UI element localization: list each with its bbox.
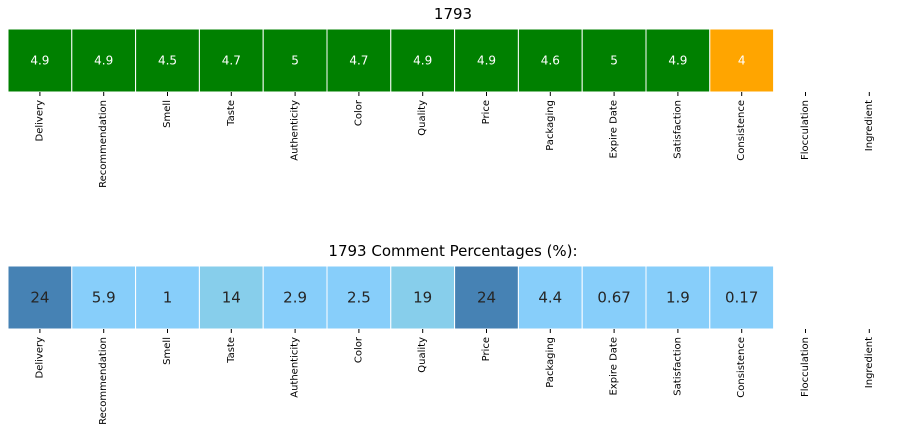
x-tick-label: Taste bbox=[226, 100, 237, 127]
cell-value-label: 4.7 bbox=[222, 54, 241, 68]
x-tick-label: Ingredient bbox=[864, 100, 875, 151]
cell-value-label: 2.5 bbox=[347, 289, 371, 307]
x-tick-label: Taste bbox=[226, 337, 237, 364]
x-tick-label: Authenticity bbox=[290, 337, 301, 398]
heatmap-cell bbox=[645, 265, 711, 330]
chart-2-title: 1793 Comment Percentages (%): bbox=[328, 242, 577, 260]
heatmap-cell bbox=[581, 265, 647, 330]
x-tick-label: Delivery bbox=[34, 337, 45, 379]
x-tick-label: Packaging bbox=[545, 100, 556, 151]
cell-value-label: 4.9 bbox=[413, 54, 432, 68]
heatmap-cell bbox=[709, 265, 775, 330]
cell-value-label: 4.9 bbox=[30, 54, 49, 68]
x-tick-label: Quality bbox=[417, 337, 428, 373]
x-tick-label: Satisfaction bbox=[672, 337, 683, 396]
chart-2-cells: 24 5.9 1 14 2.9 2.5 19 24 4.4 0.67 1.9 0.17 bbox=[7, 265, 775, 330]
x-tick-label: Consistence bbox=[736, 100, 747, 161]
chart-1-title: 1793 bbox=[434, 5, 472, 23]
cell-value-label: 2.9 bbox=[283, 289, 307, 307]
heatmap-cell bbox=[517, 265, 583, 330]
x-tick-label: Flocculation bbox=[800, 337, 811, 397]
chart-1-cells: 4.9 4.9 4.5 4.7 5 4.7 4.9 4.9 4.6 5 4.9 4 bbox=[7, 28, 775, 93]
cell-value-label: 4.9 bbox=[94, 54, 113, 68]
cell-value-label: 24 bbox=[30, 289, 49, 307]
x-tick-label: Satisfaction bbox=[672, 100, 683, 159]
x-tick-label: Expire Date bbox=[609, 337, 620, 396]
cell-value-label: 5 bbox=[291, 54, 299, 68]
heatmap-cell bbox=[709, 28, 775, 93]
x-tick-label: Smell bbox=[162, 100, 173, 128]
cell-value-label: 4.6 bbox=[541, 54, 560, 68]
heatmap-cell bbox=[198, 28, 264, 93]
cell-value-label: 24 bbox=[477, 289, 496, 307]
x-tick-label: Smell bbox=[162, 337, 173, 365]
heatmap-cell bbox=[71, 28, 137, 93]
x-tick-label: Quality bbox=[417, 100, 428, 136]
x-tick-label: Color bbox=[353, 99, 364, 126]
chart-2-x-axis: Delivery Recommendation Smell Taste Authenti… bbox=[34, 329, 875, 425]
cell-value-label: 0.67 bbox=[597, 289, 630, 307]
chart-1-x-axis: Delivery Recommendation Smell Taste Authenti… bbox=[34, 92, 875, 188]
x-tick-label: Delivery bbox=[34, 100, 45, 142]
cell-value-label: 1.9 bbox=[666, 289, 690, 307]
x-tick-label: Recommendation bbox=[98, 100, 109, 188]
cell-value-label: 19 bbox=[413, 289, 432, 307]
x-tick-label: Authenticity bbox=[290, 100, 301, 161]
heatmap-cell bbox=[326, 28, 392, 93]
cell-value-label: 1 bbox=[163, 289, 173, 307]
cell-value-label: 4.4 bbox=[538, 289, 562, 307]
cell-value-label: 4.5 bbox=[158, 54, 177, 68]
cell-value-label: 4.7 bbox=[349, 54, 368, 68]
cell-value-label: 0.17 bbox=[725, 289, 758, 307]
cell-value-label: 14 bbox=[222, 289, 241, 307]
heatmap-cell bbox=[7, 28, 73, 93]
x-tick-label: Flocculation bbox=[800, 100, 811, 160]
cell-value-label: 4.9 bbox=[668, 54, 687, 68]
cell-value-label: 4 bbox=[738, 54, 746, 68]
x-tick-label: Price bbox=[481, 337, 492, 361]
heatmap-cell bbox=[135, 28, 200, 93]
x-tick-label: Packaging bbox=[545, 337, 556, 388]
x-tick-label: Color bbox=[353, 336, 364, 363]
x-tick-label: Price bbox=[481, 100, 492, 124]
cell-value-label: 5.9 bbox=[92, 289, 116, 307]
x-tick-label: Recommendation bbox=[98, 337, 109, 425]
cell-value-label: 5 bbox=[610, 54, 618, 68]
heatmap-cell bbox=[454, 28, 519, 93]
heatmap-cell bbox=[135, 265, 200, 330]
x-tick-label: Ingredient bbox=[864, 337, 875, 388]
x-tick-label: Expire Date bbox=[609, 100, 620, 159]
heatmap-cell bbox=[581, 28, 647, 93]
x-tick-label: Consistence bbox=[736, 337, 747, 398]
cell-value-label: 4.9 bbox=[477, 54, 496, 68]
heatmap-cell bbox=[198, 265, 264, 330]
